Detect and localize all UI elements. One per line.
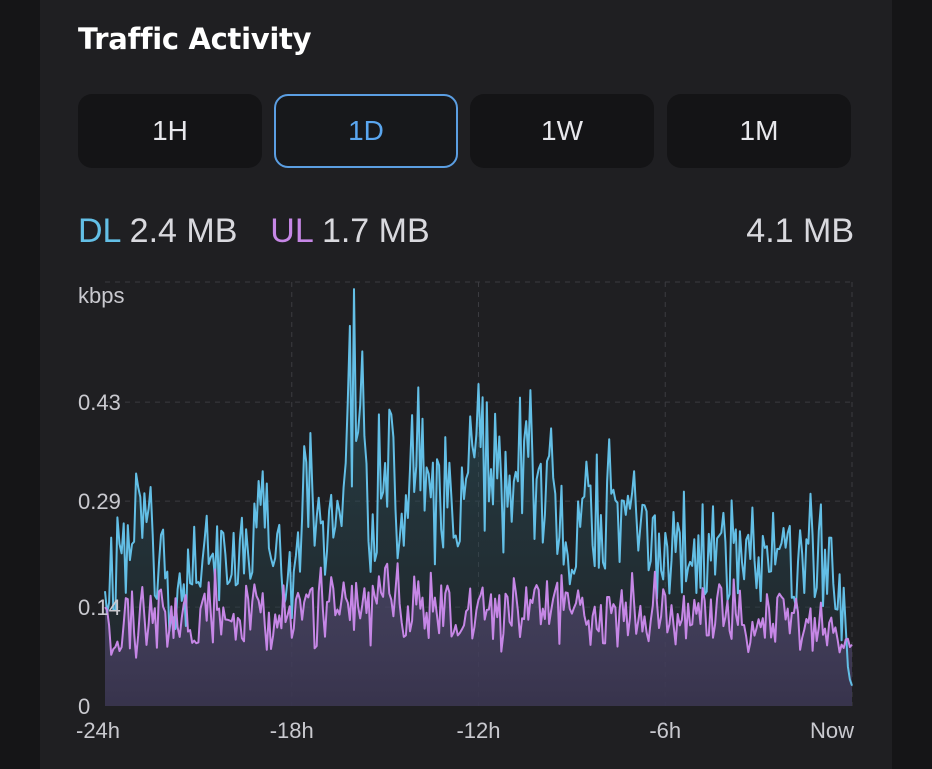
traffic-card: Traffic Activity 1H 1D 1W 1M DL 2.4 MB U… xyxy=(40,0,892,769)
y-axis-unit-label: kbps xyxy=(78,283,124,308)
chart-lines xyxy=(104,288,853,687)
y-tick-label-0: 0 xyxy=(78,694,90,719)
series-line-ul xyxy=(104,562,853,659)
range-tab-1m[interactable]: 1M xyxy=(667,94,851,168)
x-axis: -24h -18h -12h -6h Now xyxy=(76,718,854,743)
dl-label: DL xyxy=(78,212,121,250)
dl-value: 2.4 MB xyxy=(129,212,238,250)
card-title: Traffic Activity xyxy=(78,22,312,56)
range-tabs: 1H 1D 1W 1M xyxy=(78,94,854,170)
x-tick-label-3: -6h xyxy=(649,718,681,743)
y-tick-label-1: 0.14 xyxy=(78,595,121,620)
traffic-totals: DL 2.4 MB UL 1.7 MB 4.1 MB xyxy=(78,212,854,256)
y-tick-label-2: 0.29 xyxy=(78,489,121,514)
y-axis: kbps 0 0.14 0.29 0.43 xyxy=(78,283,124,719)
x-tick-label-2: -12h xyxy=(456,718,500,743)
ul-value: 1.7 MB xyxy=(321,212,430,250)
ul-label: UL xyxy=(270,212,313,250)
x-tick-label-4: Now xyxy=(810,718,854,743)
y-tick-label-3: 0.43 xyxy=(78,390,121,415)
range-tab-1w[interactable]: 1W xyxy=(470,94,654,168)
traffic-chart: kbps 0 0.14 0.29 0.43 -24h -18h -12h -6h Now xyxy=(76,281,854,743)
x-tick-label-1: -18h xyxy=(270,718,314,743)
total-value: 4.1 MB xyxy=(746,212,854,250)
x-tick-label-0: -24h xyxy=(76,718,120,743)
chart-areas xyxy=(105,289,852,706)
range-tab-1h[interactable]: 1H xyxy=(78,94,262,168)
range-tab-1d[interactable]: 1D xyxy=(274,94,458,168)
